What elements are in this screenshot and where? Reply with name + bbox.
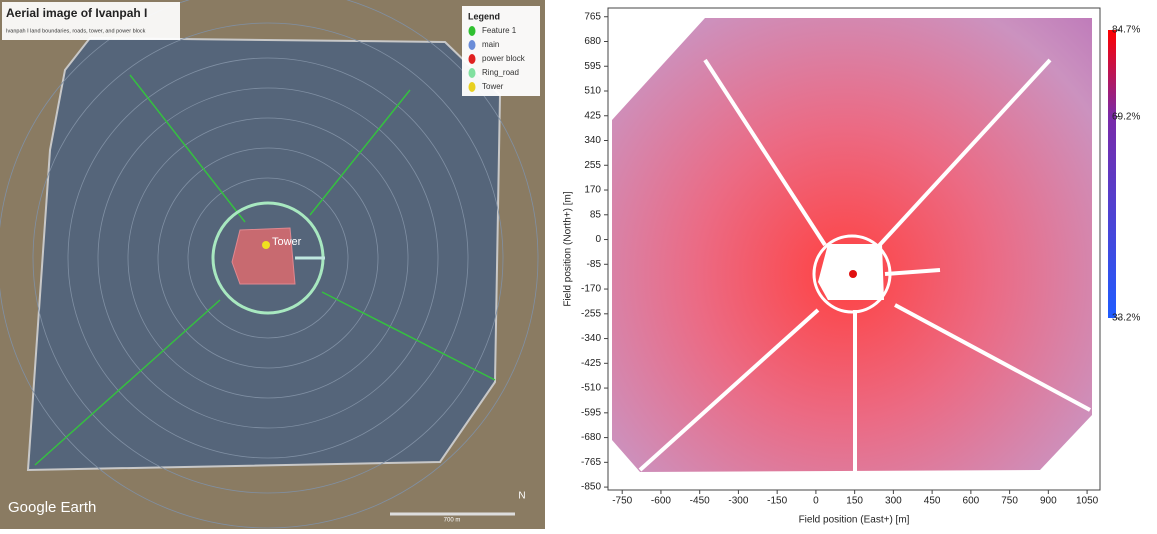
y-tick-label: -340 [581, 333, 601, 344]
figure: Tower Aerial image of Ivanpah I Ivanpah … [0, 0, 1157, 529]
legend-swatch [469, 68, 476, 78]
x-tick-label: -150 [767, 496, 787, 507]
y-tick-label: -425 [581, 358, 601, 369]
legend-label: power block [482, 54, 526, 63]
tower [849, 270, 857, 278]
legend-swatch [469, 40, 476, 50]
y-tick-label: -170 [581, 284, 601, 295]
y-tick-label: -85 [587, 259, 602, 270]
y-axis-label: Field position (North+) [m] [563, 191, 574, 307]
x-tick-label: 900 [1040, 496, 1057, 507]
colorbar-tick-label: 84.7% [1112, 25, 1140, 36]
x-tick-label: 0 [813, 496, 819, 507]
y-tick-label: -680 [581, 432, 601, 443]
y-tick-label: -850 [581, 482, 601, 493]
brand: Google Earth [8, 499, 96, 516]
y-tick-label: 340 [584, 135, 601, 146]
x-tick-label: -450 [690, 496, 710, 507]
x-tick-label: -600 [651, 496, 671, 507]
y-tick-label: 0 [595, 234, 601, 245]
x-tick-label: -300 [728, 496, 748, 507]
legend-title: Legend [468, 11, 500, 21]
legend-swatch [469, 54, 476, 64]
y-tick-label: 765 [584, 11, 601, 22]
north-label: N [518, 491, 525, 502]
y-tick-label: 680 [584, 36, 601, 47]
y-tick-label: -255 [581, 308, 601, 319]
legend-swatch [469, 82, 476, 92]
colorbar-tick-label: 33.2% [1112, 313, 1140, 324]
legend-label: main [482, 40, 499, 49]
legend-label: Ring_road [482, 68, 519, 77]
aerial-map: Tower Aerial image of Ivanpah I Ivanpah … [0, 0, 545, 529]
tower-label: Tower [272, 236, 302, 248]
colorbar [1108, 30, 1116, 318]
x-tick-label: 150 [846, 496, 863, 507]
y-tick-label: 595 [584, 61, 601, 72]
x-tick-label: 450 [924, 496, 941, 507]
scale-label: 700 m [444, 518, 461, 524]
map-subtitle: Ivanpah I land boundaries, roads, tower,… [6, 28, 146, 34]
x-axis-label: Field position (East+) [m] [799, 515, 910, 526]
y-tick-label: -510 [581, 383, 601, 394]
colorbar-tick-label: 69.2% [1112, 111, 1140, 122]
y-tick-label: -595 [581, 407, 601, 418]
x-tick-label: 750 [1001, 496, 1018, 507]
x-tick-label: 300 [885, 496, 902, 507]
y-tick-label: 425 [584, 110, 601, 121]
y-tick-label: 255 [584, 160, 601, 171]
page: {"map": {"title": "Aerial image of Ivanp… [0, 0, 1157, 529]
chart: -750 -600 -450 -300 -150 0 150 300 450 600 750 900 1… [563, 8, 1141, 526]
y-tick-label: 170 [584, 185, 601, 196]
tower-marker [262, 241, 270, 249]
legend-label: Tower [482, 82, 504, 91]
map-title: Aerial image of Ivanpah I [6, 6, 147, 20]
legend-swatch [469, 26, 476, 36]
y-tick-label: -765 [581, 457, 601, 468]
y-tick-label: 510 [584, 86, 601, 97]
x-tick-label: 1050 [1076, 496, 1099, 507]
y-tick-label: 85 [590, 209, 602, 220]
legend-label: Feature 1 [482, 26, 517, 35]
x-tick-label: -750 [612, 496, 632, 507]
x-tick-label: 600 [963, 496, 980, 507]
